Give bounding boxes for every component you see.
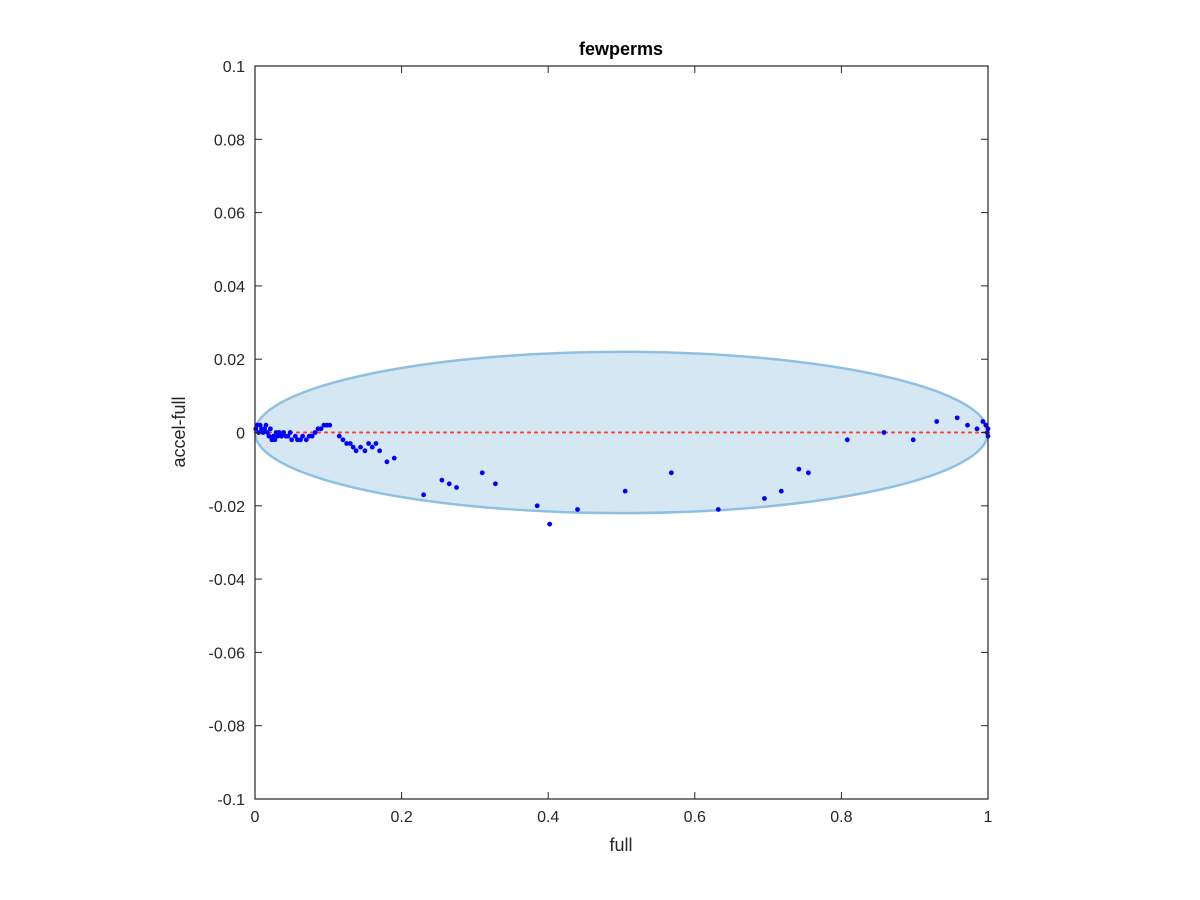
data-points	[253, 415, 991, 527]
y-tick-label: -0.06	[209, 645, 246, 662]
y-tick-label: -0.02	[209, 499, 246, 516]
data-point	[262, 426, 267, 432]
data-point	[347, 441, 353, 446]
data-point	[439, 477, 445, 483]
x-tick-label: 0.4	[537, 809, 559, 826]
data-point	[275, 433, 281, 439]
data-point	[421, 492, 426, 498]
data-point	[263, 422, 269, 428]
data-point	[965, 422, 970, 428]
data-point	[446, 481, 452, 487]
data-point	[479, 470, 485, 476]
data-point	[266, 433, 272, 439]
data-point	[806, 470, 811, 476]
data-point	[350, 444, 356, 450]
data-point	[974, 426, 980, 432]
data-point	[292, 433, 298, 439]
data-point	[493, 481, 498, 487]
data-point	[762, 496, 767, 501]
data-point	[575, 507, 580, 512]
x-tick-label: 1	[984, 809, 993, 826]
x-axis-label: full	[609, 835, 632, 855]
data-point	[715, 507, 721, 512]
y-tick-label: -0.1	[217, 792, 245, 809]
x-tick-label: 0	[251, 809, 260, 826]
data-point	[844, 437, 850, 443]
data-point	[534, 503, 540, 509]
data-point	[260, 430, 266, 435]
data-point	[983, 422, 989, 428]
data-point	[954, 415, 960, 421]
data-point	[934, 419, 940, 424]
data-point	[373, 441, 379, 446]
y-tick-label: 0.08	[214, 132, 245, 149]
y-tick-label: 0.06	[214, 206, 245, 223]
data-point	[391, 455, 397, 461]
data-point	[362, 448, 368, 454]
data-point	[257, 422, 263, 428]
data-point	[272, 437, 278, 443]
y-tick-label: -0.08	[209, 719, 246, 736]
y-tick-label: 0.02	[214, 352, 245, 369]
y-axis-ticks: 0.1 0.08 0.06 0.04 0.02 0 -0.02 -0.04 -0.06 -0.08…	[209, 59, 988, 809]
x-tick-label: 0.8	[830, 809, 852, 826]
data-point	[358, 444, 363, 450]
data-point	[384, 459, 390, 465]
data-point	[340, 437, 346, 443]
data-point	[910, 437, 916, 443]
data-point	[289, 437, 295, 443]
data-point	[281, 430, 286, 435]
data-point	[454, 485, 459, 490]
data-point	[336, 433, 342, 439]
y-tick-label: 0.04	[214, 279, 245, 296]
data-point	[327, 422, 333, 428]
data-point	[778, 488, 784, 494]
data-point	[668, 470, 674, 476]
x-tick-label: 0.6	[684, 809, 706, 826]
data-point	[318, 426, 324, 432]
data-point	[285, 433, 291, 439]
data-point	[270, 433, 276, 439]
x-axis-ticks: 0 0.2 0.4 0.6 0.8 1	[251, 66, 993, 826]
data-point	[353, 448, 359, 454]
data-point	[796, 466, 802, 472]
x-tick-label: 0.2	[390, 809, 412, 826]
data-point	[287, 430, 293, 435]
data-point	[547, 521, 553, 527]
plot-area: 0 0.2 0.4 0.6 0.8 1 0.1 0.08 0.06 0.04 0.02 0 -0.02…	[209, 59, 993, 826]
data-point	[309, 433, 315, 439]
y-tick-label: -0.04	[209, 572, 246, 589]
chart-title: fewperms	[579, 39, 663, 59]
y-tick-label: 0	[236, 426, 245, 443]
data-point	[980, 419, 986, 424]
data-point	[298, 437, 303, 443]
data-point	[622, 488, 628, 494]
data-point	[303, 437, 309, 443]
data-point	[300, 433, 306, 439]
data-point	[312, 430, 318, 435]
data-point	[366, 441, 372, 446]
data-point	[278, 433, 284, 439]
y-axis-label: accel-full	[169, 396, 189, 467]
y-tick-label: 0.1	[223, 59, 245, 76]
data-point	[377, 448, 383, 454]
data-point	[267, 426, 273, 432]
data-point	[276, 430, 282, 435]
data-point	[344, 441, 350, 446]
data-point	[265, 430, 270, 435]
data-point	[369, 444, 375, 450]
data-point	[881, 430, 887, 435]
